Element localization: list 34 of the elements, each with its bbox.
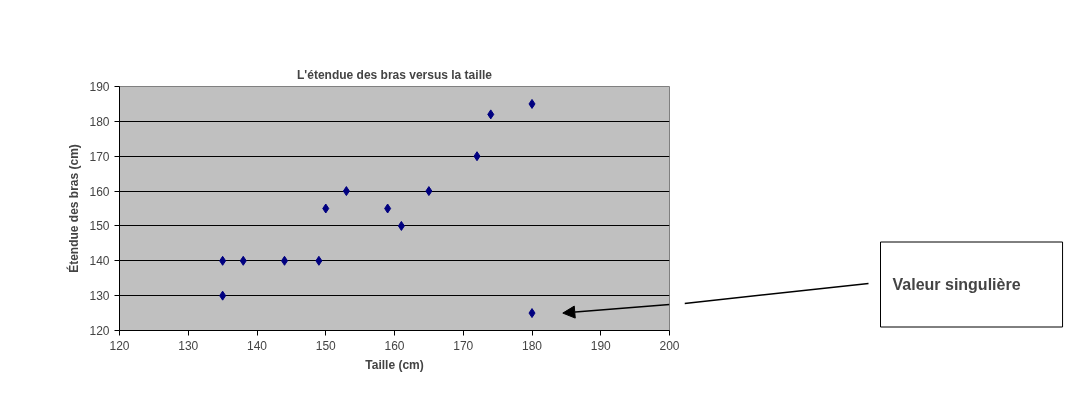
x-tick-label: 150 [315,338,337,353]
point [219,290,227,301]
point [219,255,227,266]
x-tick-label: 190 [590,338,612,353]
point [425,186,433,197]
x-tick-label: 120 [109,338,130,353]
x-tick-label: 170 [453,338,474,353]
point [397,220,405,231]
y-tick-label: 150 [89,219,110,234]
y-tick-label: 180 [89,114,110,129]
y-tick-label: 130 [89,289,110,304]
y-tick-label: 190 [89,80,110,94]
x-tick-label: 160 [384,338,405,353]
point [315,255,323,266]
point [528,98,536,109]
point [487,109,495,120]
point [384,203,392,214]
x-tick-label: 140 [246,338,268,353]
y-tick-label: 120 [89,324,110,338]
y-axis-title: Étendue des bras (cm) [66,144,82,273]
x-axis-title: Taille (cm) [365,357,424,372]
x-tick-label: 180 [521,338,543,353]
point [322,203,330,214]
y-tick-label: 160 [89,184,110,199]
point [473,151,481,162]
text: Valeur singulière [892,276,1021,293]
chart-title: L'étendue des bras versus la taille [297,67,493,82]
y-tick-label: 170 [89,149,110,164]
point [239,255,247,266]
y-tick-label: 140 [89,254,110,269]
x-tick-label: 200 [659,338,680,353]
x-tick-label: 130 [178,338,199,353]
point [528,308,536,319]
point [342,186,350,197]
